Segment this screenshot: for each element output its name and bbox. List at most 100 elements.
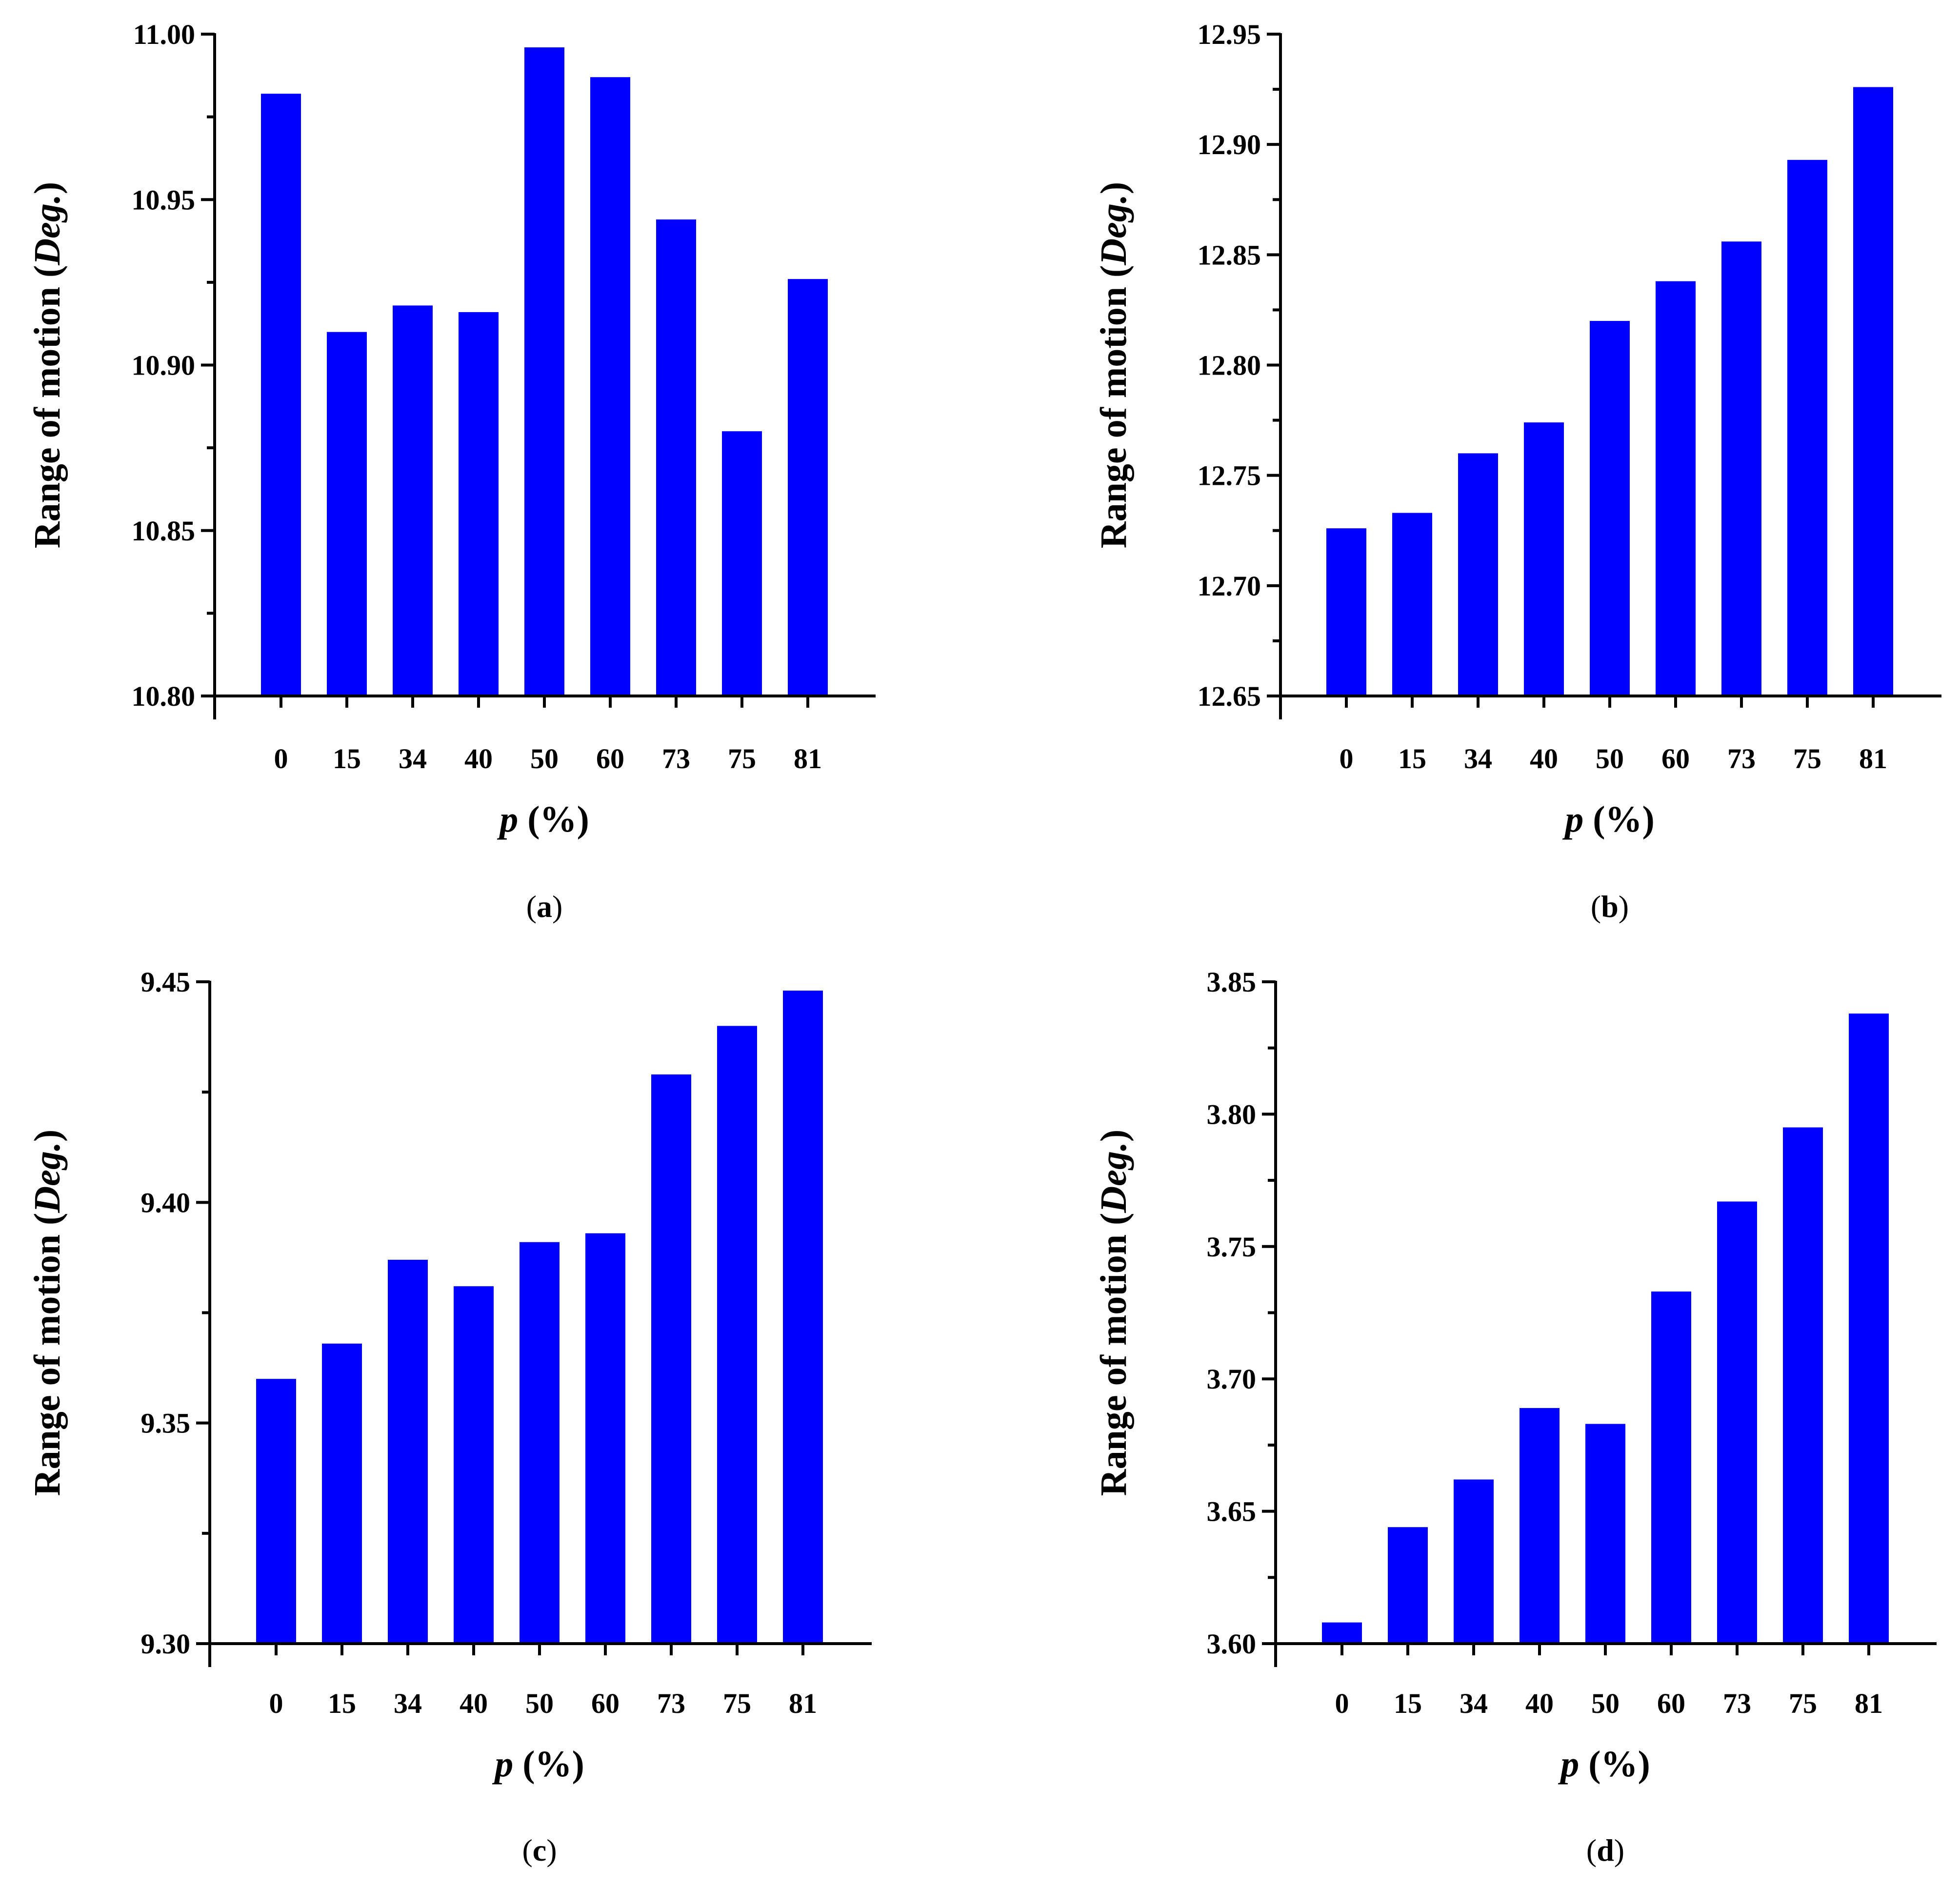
x-tick-label: 75	[723, 1688, 751, 1719]
y-tick-label: 9.45	[141, 966, 191, 998]
bar-60	[1656, 281, 1696, 696]
x-tick-label: 34	[394, 1688, 422, 1719]
bar-73	[651, 1074, 691, 1644]
y-tick-label: 9.40	[141, 1187, 191, 1218]
x-axis-title-variable: p	[497, 799, 518, 840]
x-tick-label: 34	[1464, 743, 1492, 775]
bar-34	[393, 305, 433, 696]
x-tick-label: 0	[269, 1688, 283, 1719]
panel-caption: (a)	[526, 889, 563, 924]
x-axis-title: p (%)	[1558, 1744, 1650, 1785]
x-tick-label: 81	[1859, 743, 1887, 775]
bar-60	[1651, 1291, 1691, 1644]
chart-panel-d: 3.60 3.65 3.70 3.75 3.80 3.85 0 15 34 40 50 60 73 75 8…	[1093, 966, 1937, 1867]
y-axis-title-main: Range of motion (	[1093, 1213, 1134, 1496]
bar-50	[524, 47, 564, 696]
y-axis-title-unit: Deg.	[1093, 194, 1134, 266]
y-tick-label: 12.65	[1198, 680, 1261, 712]
x-tick-label: 60	[591, 1688, 620, 1719]
y-tick-label: 10.95	[132, 184, 196, 216]
y-axis-title-close: )	[27, 1130, 68, 1142]
y-axis-title: Range of motion (Deg.)	[1093, 182, 1134, 548]
y-tick-label: 3.65	[1207, 1496, 1257, 1528]
chart-panel-c: 9.30 9.35 9.40 9.45 0 15 34 40 50 60 73 75 81 p (%) Ra…	[27, 966, 872, 1867]
y-axis-title-unit: Deg.	[1093, 1142, 1134, 1213]
x-tick-label: 75	[728, 743, 756, 775]
bar-40	[1524, 422, 1564, 696]
bar-0	[1322, 1622, 1362, 1644]
x-tick-label: 15	[1394, 1688, 1422, 1719]
x-tick-label: 0	[274, 743, 288, 775]
x-tick-label: 81	[789, 1688, 817, 1719]
x-tick-label: 60	[1661, 743, 1690, 775]
bar-81	[783, 991, 823, 1644]
chart-panel-b: 12.65 12.70 12.75 12.80 12.85 12.90 12.95 0 15 34…	[1093, 19, 1941, 924]
x-tick-label: 75	[1793, 743, 1821, 775]
bar-60	[590, 77, 630, 696]
x-tick-label: 40	[1530, 743, 1558, 775]
x-axis-title-unit: (%)	[513, 1744, 584, 1785]
y-tick-label: 9.35	[141, 1408, 191, 1439]
x-tick-label: 15	[333, 743, 361, 775]
x-tick-label: 73	[657, 1688, 685, 1719]
chart-panel-a: 10.80 10.85 10.90 10.95 11.00 0 15 34 40 50 60 73 75…	[27, 19, 876, 924]
y-tick-label: 3.80	[1207, 1098, 1257, 1130]
x-tick-label: 81	[794, 743, 822, 775]
bar-81	[1853, 87, 1893, 696]
bar-75	[717, 1026, 757, 1644]
x-axis-title: p (%)	[497, 799, 589, 840]
bar-40	[454, 1286, 494, 1644]
x-tick-label: 0	[1340, 743, 1354, 775]
y-axis-title-close: )	[1093, 1130, 1134, 1142]
x-tick-label: 15	[1398, 743, 1426, 775]
bar-81	[1849, 1013, 1889, 1644]
x-tick-label: 73	[1723, 1688, 1751, 1719]
bar-50	[520, 1242, 560, 1644]
bar-15	[1392, 513, 1432, 696]
x-axis-title: p (%)	[1562, 799, 1655, 840]
y-axis-title-main: Range of motion (	[27, 265, 68, 549]
y-axis-title-close: )	[1093, 182, 1134, 194]
x-tick-label: 15	[328, 1688, 356, 1719]
y-tick-label: 9.30	[141, 1628, 191, 1660]
x-axis-title-variable: p	[1562, 799, 1583, 840]
bar-0	[1326, 528, 1366, 696]
x-tick-label: 40	[464, 743, 493, 775]
x-axis-title: p (%)	[492, 1744, 584, 1785]
x-tick-label: 50	[1596, 743, 1624, 775]
bar-0	[256, 1379, 296, 1644]
bar-60	[585, 1233, 625, 1644]
bar-50	[1590, 321, 1630, 696]
bar-75	[1787, 159, 1827, 696]
bar-15	[327, 332, 367, 696]
bar-15	[1388, 1527, 1428, 1644]
x-axis-title-unit: (%)	[1579, 1744, 1650, 1785]
bar-50	[1585, 1424, 1625, 1644]
bar-34	[1458, 453, 1498, 696]
bar-73	[656, 219, 696, 696]
bar-34	[388, 1259, 428, 1644]
y-tick-label: 3.85	[1207, 966, 1257, 998]
y-axis-title: Range of motion (Deg.)	[1093, 1130, 1134, 1496]
y-tick-label: 12.95	[1198, 19, 1261, 50]
y-tick-label: 12.90	[1198, 129, 1261, 160]
y-tick-label: 12.75	[1198, 460, 1261, 492]
x-tick-label: 60	[596, 743, 624, 775]
bar-73	[1717, 1201, 1757, 1644]
x-axis-title-unit: (%)	[518, 799, 589, 840]
x-tick-label: 50	[525, 1688, 554, 1719]
bar-0	[261, 94, 301, 696]
y-tick-label: 12.80	[1198, 350, 1261, 381]
bar-40	[459, 312, 499, 696]
bar-73	[1721, 241, 1761, 696]
bar-40	[1520, 1408, 1560, 1644]
y-axis-title: Range of motion (Deg.)	[27, 1130, 68, 1496]
y-tick-label: 12.85	[1198, 239, 1261, 271]
x-tick-label: 75	[1789, 1688, 1817, 1719]
y-axis-title-close: )	[27, 182, 68, 194]
x-tick-label: 40	[1525, 1688, 1554, 1719]
y-tick-label: 12.70	[1198, 570, 1261, 602]
x-tick-label: 50	[530, 743, 559, 775]
bar-75	[1783, 1127, 1823, 1644]
